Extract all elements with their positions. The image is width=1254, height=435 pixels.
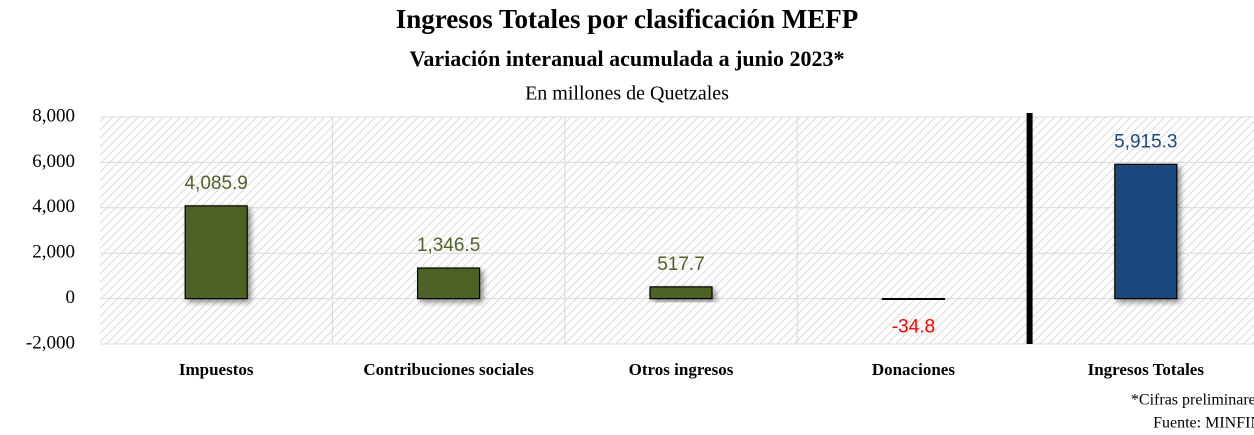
y-tick-label: 0: [66, 287, 76, 308]
bar: [649, 286, 713, 300]
y-tick-label: 8,000: [32, 105, 75, 126]
x-tick-label: Impuestos: [179, 360, 254, 379]
bar: [417, 267, 481, 300]
x-tick-label: Donaciones: [872, 360, 956, 379]
x-tick-label: Ingresos Totales: [1088, 360, 1205, 379]
chart-title: Ingresos Totales por clasificación MEFP: [396, 4, 859, 34]
y-tick-label: -2,000: [26, 332, 75, 353]
bar: [881, 298, 946, 301]
bar: [184, 205, 248, 300]
bar: [1114, 163, 1178, 300]
data-label: -34.8: [892, 316, 935, 337]
data-label: 517.7: [657, 254, 705, 275]
chart-subtitle: Variación interanual acumulada a junio 2…: [410, 46, 845, 71]
y-tick-label: 2,000: [32, 242, 75, 263]
data-label: 1,346.5: [417, 235, 480, 256]
x-tick-label: Otros ingresos: [629, 360, 734, 379]
y-tick-label: 4,000: [32, 196, 75, 217]
data-label: 5,915.3: [1114, 131, 1177, 152]
plot-area: [100, 117, 1254, 344]
y-axis-label: En millones de Quetzales: [525, 83, 729, 105]
x-tick-label: Contribuciones sociales: [363, 360, 534, 379]
source: Fuente: MINFIN: [1153, 415, 1254, 432]
data-label: 4,085.9: [184, 173, 247, 194]
footnote: *Cifras preliminares: [1131, 392, 1254, 409]
y-tick-label: 6,000: [32, 151, 75, 172]
